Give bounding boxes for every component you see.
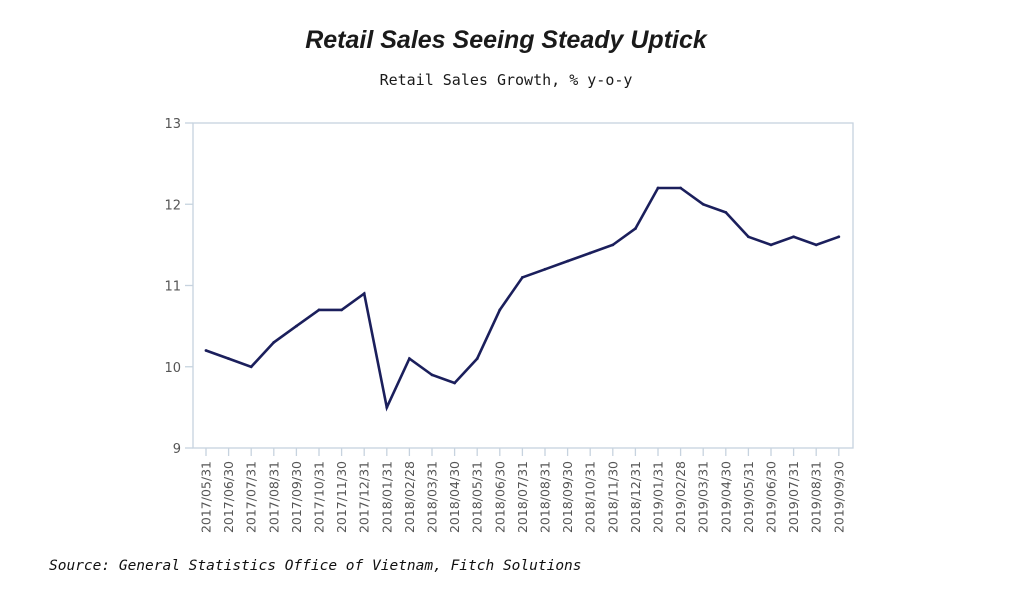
source-note: Source: General Statistics Office of Vie… xyxy=(49,558,582,574)
y-axis: 9 10 11 12 13 xyxy=(164,117,193,457)
x-tick-label: 2019/03/31 xyxy=(696,461,711,533)
data-point xyxy=(272,340,276,344)
x-tick-label: 2018/01/31 xyxy=(379,461,394,533)
series-layer xyxy=(204,186,841,412)
data-point xyxy=(724,210,728,214)
x-tick-label: 2018/05/31 xyxy=(470,461,485,533)
x-tick-label: 2018/02/28 xyxy=(402,461,417,533)
x-tick-label: 2018/03/31 xyxy=(425,461,440,533)
x-axis: 2017/05/31 2017/06/30 2017/07/31 2017/08/31… xyxy=(199,448,846,533)
data-point xyxy=(634,227,637,231)
data-point xyxy=(475,357,479,361)
x-tick-label: 2018/12/31 xyxy=(628,461,643,533)
data-point xyxy=(588,251,592,255)
x-tick-label: 2017/07/31 xyxy=(244,461,259,533)
data-point xyxy=(792,235,795,239)
x-tick-label: 2017/06/30 xyxy=(221,461,236,533)
data-point xyxy=(656,186,660,190)
data-point xyxy=(701,202,705,206)
x-tick-label: 2018/11/30 xyxy=(605,461,620,533)
data-point xyxy=(430,373,434,377)
y-tick-label: 11 xyxy=(164,280,181,295)
data-point xyxy=(747,235,750,239)
data-point xyxy=(408,357,411,361)
x-tick-label: 2019/07/31 xyxy=(786,461,801,533)
data-point xyxy=(317,308,321,312)
x-tick-label: 2017/12/31 xyxy=(357,461,372,533)
x-tick-label: 2019/01/31 xyxy=(651,461,666,533)
data-point xyxy=(385,405,389,409)
data-point xyxy=(204,349,208,352)
chart-title: Retail Sales Seeing Steady Uptick xyxy=(305,26,707,54)
data-point xyxy=(227,357,231,361)
chart-subtitle: Retail Sales Growth, % y-o-y xyxy=(379,71,633,89)
data-point xyxy=(498,308,502,312)
data-point xyxy=(362,292,366,296)
x-tick-label: 2017/11/30 xyxy=(334,461,349,533)
y-tick-label: 10 xyxy=(164,361,181,376)
data-point xyxy=(249,365,253,369)
data-point xyxy=(611,243,615,247)
data-point xyxy=(543,267,547,271)
series-line xyxy=(205,186,840,412)
data-point xyxy=(769,243,773,247)
x-tick-label: 2018/08/31 xyxy=(538,461,553,533)
data-point xyxy=(837,235,841,239)
x-tick-label: 2019/06/30 xyxy=(764,461,779,533)
x-tick-label: 2018/10/31 xyxy=(583,461,598,533)
x-tick-label: 2019/08/31 xyxy=(809,461,824,533)
data-point xyxy=(521,275,524,279)
x-tick-label: 2019/05/31 xyxy=(741,461,756,533)
x-tick-label: 2017/05/31 xyxy=(199,461,214,533)
x-tick-label: 2017/08/31 xyxy=(266,461,281,533)
data-point xyxy=(340,308,343,312)
data-point xyxy=(453,381,456,385)
data-point xyxy=(814,243,818,247)
x-tick-label: 2019/09/30 xyxy=(831,461,846,533)
x-tick-label: 2018/09/30 xyxy=(560,461,575,533)
x-tick-label: 2017/10/31 xyxy=(312,461,327,533)
data-point xyxy=(295,324,298,328)
y-tick-label: 13 xyxy=(164,117,181,132)
x-tick-label: 2019/04/30 xyxy=(718,461,733,533)
y-tick-label: 9 xyxy=(173,442,181,457)
x-tick-label: 2018/04/30 xyxy=(447,461,462,533)
data-point xyxy=(566,259,569,263)
x-tick-label: 2018/07/31 xyxy=(515,461,530,533)
data-point xyxy=(679,186,682,190)
x-tick-label: 2018/06/30 xyxy=(492,461,507,533)
plot-area xyxy=(192,122,854,449)
y-tick-label: 12 xyxy=(164,198,181,213)
x-tick-label: 2017/09/30 xyxy=(289,461,304,533)
plot-frame xyxy=(192,122,854,449)
x-tick-label: 2019/02/28 xyxy=(673,461,688,533)
